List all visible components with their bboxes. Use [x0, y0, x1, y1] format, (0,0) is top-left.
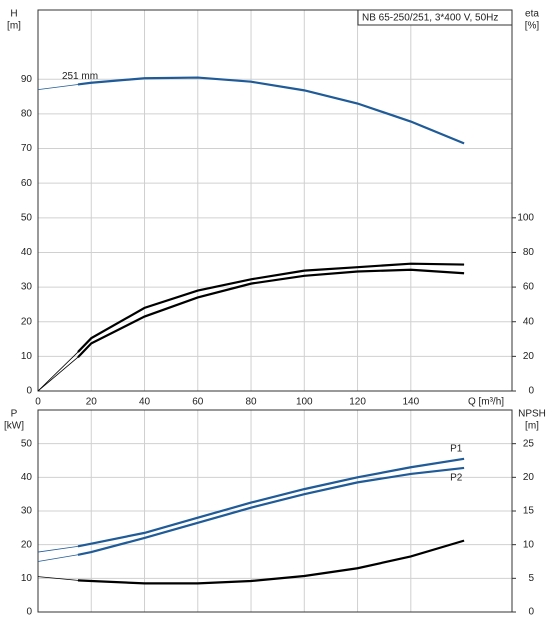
y2-tick-label: 20	[523, 351, 535, 362]
plot-frame	[37, 409, 513, 613]
y-tick-label: 80	[21, 109, 33, 120]
curve	[77, 262, 465, 353]
y2-axis-unit: [m]	[525, 421, 539, 432]
y-tick-label: 40	[21, 247, 33, 258]
y2-axis-unit: [%]	[525, 21, 540, 32]
x-tick-label: 120	[349, 397, 366, 408]
x-tick-label: 20	[86, 397, 98, 408]
y2-tick-label: 80	[523, 247, 535, 258]
y2-tick-label: 60	[523, 282, 535, 293]
y2-tick-label: 5	[528, 573, 534, 584]
curve-label: 251 mm	[62, 71, 98, 82]
y-tick-label: 20	[21, 316, 33, 327]
y-tick-label: 60	[21, 178, 33, 189]
x-tick-label: 100	[296, 397, 313, 408]
x-tick-label: 40	[139, 397, 151, 408]
x-tick-label: 80	[245, 397, 257, 408]
y2-tick-label: 0	[528, 607, 534, 618]
curve	[77, 457, 465, 548]
x-tick-label: 0	[35, 397, 41, 408]
y-tick-label: 30	[21, 282, 33, 293]
y-tick-label: 50	[21, 438, 33, 449]
y-tick-label: 10	[21, 351, 33, 362]
y-tick-label: 40	[21, 472, 33, 483]
y2-tick-label: 10	[523, 539, 535, 550]
y2-tick-label: 0	[528, 386, 534, 397]
curve	[77, 539, 465, 585]
x-tick-label: 140	[402, 397, 419, 408]
y-tick-label: 10	[21, 573, 33, 584]
curve	[77, 76, 465, 145]
y2-axis-label: NPSH	[518, 409, 546, 420]
y2-tick-label: 20	[523, 472, 535, 483]
y-axis-label: H	[10, 9, 17, 20]
y-tick-label: 0	[26, 607, 32, 618]
y2-tick-label: 100	[517, 212, 534, 223]
plot-frame	[37, 9, 513, 392]
y-axis-label: P	[11, 409, 18, 420]
curve-label: P2	[450, 473, 463, 484]
x-axis-label: Q [m³/h]	[468, 397, 504, 408]
curve-label: P1	[450, 443, 463, 454]
x-tick-label: 60	[192, 397, 204, 408]
y2-tick-label: 25	[523, 438, 535, 449]
curve	[77, 466, 465, 556]
y2-axis-label: eta	[525, 9, 539, 20]
y-tick-label: 50	[21, 212, 33, 223]
curve	[77, 268, 465, 358]
y-tick-label: 30	[21, 506, 33, 517]
y2-tick-label: 40	[523, 316, 535, 327]
y-tick-label: 90	[21, 74, 33, 85]
y-axis-unit: [kW]	[4, 421, 24, 432]
y-tick-label: 0	[26, 386, 32, 397]
y-tick-label: 20	[21, 539, 33, 550]
y2-tick-label: 15	[523, 506, 535, 517]
y-tick-label: 70	[21, 143, 33, 154]
chart-title: NB 65-250/251, 3*400 V, 50Hz	[362, 13, 498, 24]
y-axis-unit: [m]	[7, 21, 21, 32]
title-box	[357, 9, 513, 26]
